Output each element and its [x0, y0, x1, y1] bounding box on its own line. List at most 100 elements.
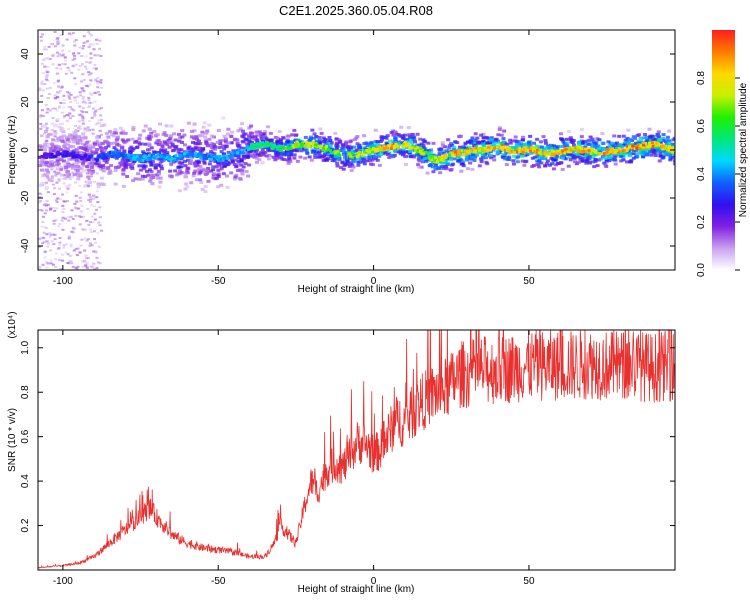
spectrogram-cell [288, 159, 293, 163]
spectrogram-cell [205, 156, 209, 160]
spectrogram-cell [473, 132, 478, 136]
spectrogram-cell [322, 152, 327, 156]
spectrogram-cell [530, 151, 535, 155]
spectrogram-cell [518, 146, 522, 150]
spectrogram-cell [58, 241, 62, 244]
spectrogram-cell [250, 135, 255, 139]
colorbar-tick-label: 0.2 [696, 215, 707, 229]
spectrogram-cell [55, 72, 59, 75]
spectrogram-cell [89, 57, 93, 60]
spectrogram-cell [514, 142, 519, 146]
spectrogram-cell [45, 87, 49, 90]
spectrogram-cell [425, 151, 429, 155]
spectrogram-cell [54, 199, 58, 202]
spectrogram-cell [152, 155, 156, 159]
spectrogram-cell [48, 146, 53, 150]
spectrogram-cell [245, 145, 249, 149]
spectrogram-cell [43, 152, 47, 156]
spectrogram-cell [96, 86, 100, 89]
spectrogram-cell [46, 109, 50, 112]
spectrogram-cell [174, 144, 179, 148]
spectrogram-cell [148, 179, 153, 183]
spectrogram-cell [511, 159, 516, 163]
spectrogram-cell [55, 51, 59, 54]
spectrogram-cell [255, 157, 260, 161]
spectrogram-cell [66, 253, 70, 256]
spectrogram-cell [415, 132, 420, 136]
spectrogram-cell [417, 165, 422, 169]
spectrogram-cell [588, 135, 593, 139]
spectrogram-cell [377, 154, 382, 158]
spectrogram-cell [49, 233, 53, 236]
spectrogram-cell [557, 152, 561, 156]
spectrogram-cell [568, 152, 573, 156]
spectrogram-cell [61, 211, 65, 214]
spectrogram-cell [425, 149, 430, 153]
spectrogram-cell [362, 142, 367, 146]
spectrogram-cell [447, 155, 452, 159]
spectrogram-cell [100, 151, 105, 155]
spectrogram-cell [433, 156, 437, 160]
spectrogram-cell [543, 148, 548, 152]
spectrogram-cell [68, 183, 72, 186]
spectrogram-cell [235, 143, 240, 147]
spectrogram-cell [85, 239, 89, 242]
spectrogram-cell [671, 149, 675, 153]
spectrogram-cell [171, 158, 175, 162]
spectrogram-cell [72, 135, 77, 139]
spectrogram-cell [53, 131, 58, 135]
spectrogram-cell [661, 136, 666, 140]
spectrogram-cell [81, 228, 85, 231]
spectrogram-cell [77, 138, 82, 142]
spectrogram-cell [305, 150, 310, 154]
spectrogram-cell [90, 173, 94, 176]
spectrogram-cell [318, 154, 323, 158]
spectrogram-x-tick-label: -100 [53, 276, 73, 287]
spectrogram-cell [413, 140, 418, 144]
spectrogram-cell [46, 245, 50, 248]
spectrogram-cell [626, 144, 630, 148]
spectrogram-cell [40, 209, 44, 212]
spectrogram-cell [661, 133, 666, 137]
spectrogram-cell [39, 39, 43, 42]
spectrogram-cell [82, 35, 86, 38]
spectrogram-cell [566, 153, 571, 157]
spectrogram-cell [261, 151, 266, 155]
spectrogram-cell [548, 152, 552, 156]
spectrogram-cell [161, 159, 166, 163]
spectrogram-cell [179, 165, 184, 169]
spectrogram-cell [168, 169, 173, 173]
spectrogram-cell [157, 185, 162, 189]
spectrogram-cell [266, 143, 270, 147]
spectrogram-cell [645, 153, 650, 157]
spectrogram-cell [340, 143, 345, 147]
spectrogram-cell [61, 134, 66, 138]
spectrogram-cell [640, 152, 645, 156]
spectrogram-cell [240, 122, 245, 126]
spectrogram-cell [658, 141, 663, 145]
spectrogram-cell [160, 143, 165, 147]
spectrogram-cell [227, 161, 232, 165]
spectrogram-cell [279, 141, 284, 145]
spectrogram-cell [467, 145, 472, 149]
spectrogram-cell [566, 164, 571, 168]
spectrogram-cell [591, 160, 596, 164]
spectrogram-cell [46, 203, 50, 206]
spectrogram-cell [81, 164, 85, 167]
spectrogram-cell [486, 146, 490, 150]
spectrogram-cell [176, 150, 181, 154]
spectrogram-cell [240, 134, 245, 138]
spectrogram-cell [535, 151, 539, 155]
spectrogram-cell [467, 154, 472, 158]
spectrogram-x-tick-label: 50 [523, 276, 535, 287]
spectrogram-cell [76, 247, 80, 250]
spectrogram-cell [70, 165, 75, 169]
spectrogram-cell [73, 96, 77, 99]
spectrogram-cell [554, 163, 559, 167]
spectrogram-cell [635, 155, 640, 159]
spectrogram-cell [611, 158, 616, 162]
spectrogram-cell [38, 183, 43, 187]
spectrogram-cell [185, 151, 189, 155]
spectrogram-cell [72, 133, 76, 136]
spectrogram-cell [47, 177, 52, 181]
